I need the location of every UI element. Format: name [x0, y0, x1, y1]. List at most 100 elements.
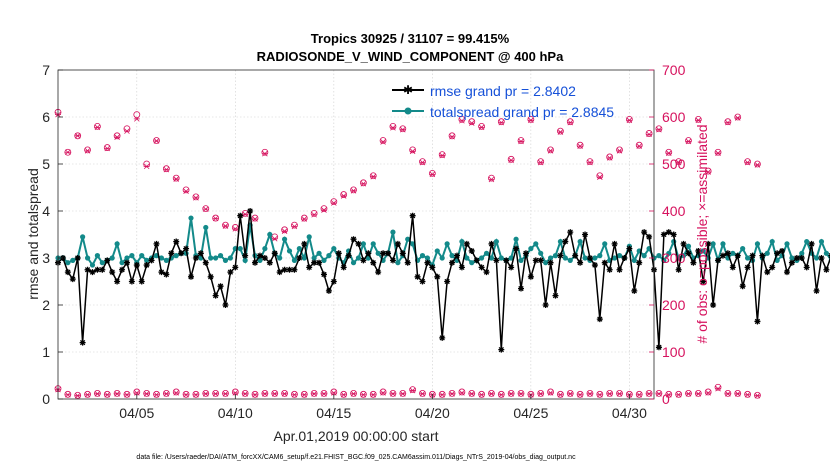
obs-possible-point — [369, 172, 377, 180]
obs-assimilated-point — [370, 173, 377, 180]
obs-possible-point — [389, 123, 397, 130]
rmse-point — [197, 250, 204, 257]
totalspread-point — [311, 255, 317, 261]
rmse-point — [710, 302, 717, 308]
series-lines — [55, 208, 830, 353]
totalspread-point — [616, 253, 623, 259]
obs-possible-point — [162, 389, 170, 397]
x-tick-label: 04/15 — [316, 405, 351, 421]
rmse-point — [168, 250, 175, 257]
obs-assimilated-point — [320, 391, 327, 397]
obs-assimilated-point — [252, 391, 259, 398]
totalspread-point — [139, 253, 145, 259]
rmse-point — [754, 318, 761, 325]
obs-possible-point — [675, 390, 683, 398]
obs-possible-point — [320, 205, 328, 213]
obs-possible-point — [635, 390, 643, 398]
totalspread-point — [360, 241, 366, 247]
obs-assimilated-point — [685, 391, 692, 397]
obs-assimilated-point — [370, 391, 377, 398]
rmse-point — [286, 266, 293, 273]
rmse-point — [522, 250, 529, 257]
obs-possible-point — [231, 224, 239, 231]
totalspread-point — [567, 257, 573, 263]
obs-assimilated-point — [74, 133, 81, 139]
rmse-point — [148, 257, 155, 264]
rmse-point — [153, 240, 160, 247]
obs-possible-point — [557, 390, 564, 398]
obs-assimilated-point — [340, 193, 347, 199]
obs-possible-point — [665, 148, 673, 156]
rmse-point — [256, 252, 263, 259]
obs-possible-point — [192, 390, 200, 398]
obs-assimilated-point — [291, 223, 298, 230]
obs-possible-point — [448, 389, 456, 397]
rmse-point — [759, 252, 766, 259]
obs-assimilated-point — [439, 391, 446, 398]
obs-possible-point — [527, 115, 535, 123]
rmse-point — [409, 212, 416, 219]
obs-possible-point — [428, 169, 436, 177]
obs-possible-point — [488, 389, 495, 397]
obs-possible-point — [172, 174, 180, 182]
obs-assimilated-point — [655, 126, 662, 133]
rmse-point — [79, 339, 86, 346]
obs-assimilated-point — [143, 163, 150, 170]
obs-assimilated-point — [153, 138, 160, 144]
obs-assimilated-point — [754, 162, 761, 168]
chart-title-line1: Tropics 30925 / 31107 = 99.415% — [311, 31, 510, 46]
obs-assimilated-point — [242, 211, 249, 218]
y-axis-label-right: # of obs: o=possible; ×=assimilated — [694, 124, 710, 343]
obs-possible-point — [369, 390, 377, 398]
rmse-point — [385, 250, 392, 257]
rmse-point — [788, 259, 795, 266]
obs-assimilated-point — [163, 391, 170, 397]
totalspread-point — [203, 224, 209, 231]
obs-assimilated-point — [419, 159, 426, 166]
rmse-point — [729, 264, 736, 271]
obs-assimilated-point — [222, 223, 229, 229]
rmse-point — [793, 255, 800, 261]
totalspread-point — [80, 234, 86, 240]
obs-assimilated-point — [744, 391, 751, 398]
rmse-point — [296, 255, 303, 261]
totalspread-point — [144, 257, 150, 263]
rmse-point — [783, 269, 790, 276]
obs-possible-point — [507, 155, 515, 163]
rmse-point — [655, 344, 662, 351]
obs-possible-point — [734, 389, 742, 397]
totalspread-point — [493, 238, 499, 245]
obs-possible-point — [704, 167, 712, 175]
y-tick-label-left: 6 — [42, 109, 50, 125]
totalspread-point — [163, 257, 169, 263]
obs-possible-point — [281, 226, 288, 234]
rmse-point — [463, 240, 470, 247]
y-tick-label-right: 0 — [662, 391, 670, 407]
totalspread-point — [799, 250, 805, 256]
rmse-point — [488, 240, 495, 247]
totalspread-point — [370, 241, 376, 247]
rmse-point — [123, 259, 130, 266]
x-tick-label: 04/20 — [415, 405, 450, 421]
y-tick-label-right: 100 — [662, 344, 686, 360]
totalspread-point — [434, 248, 440, 254]
obs-assimilated-point — [616, 391, 623, 397]
obs-assimilated-point — [360, 391, 367, 398]
y-tick-label-left: 2 — [42, 297, 50, 313]
rmse-point — [631, 287, 638, 294]
obs-possible-point — [261, 389, 269, 397]
totalspread-point — [813, 255, 820, 261]
totalspread-point — [754, 241, 761, 247]
totalspread-point — [89, 262, 96, 268]
rmse-point — [192, 255, 199, 261]
obs-possible-point — [113, 389, 121, 397]
totalspread-point — [410, 241, 416, 247]
obs-assimilated-point — [281, 228, 288, 234]
rmse-point — [350, 236, 357, 243]
rmse-point — [227, 269, 234, 276]
rmse-point — [518, 285, 525, 292]
totalspread-point — [562, 255, 568, 261]
obs-assimilated-point — [399, 391, 406, 397]
axes: 0 1 2 3 4 5 6 7 0 100 200 300 400 500 600 700 04/05 04/10… — [42, 62, 685, 421]
